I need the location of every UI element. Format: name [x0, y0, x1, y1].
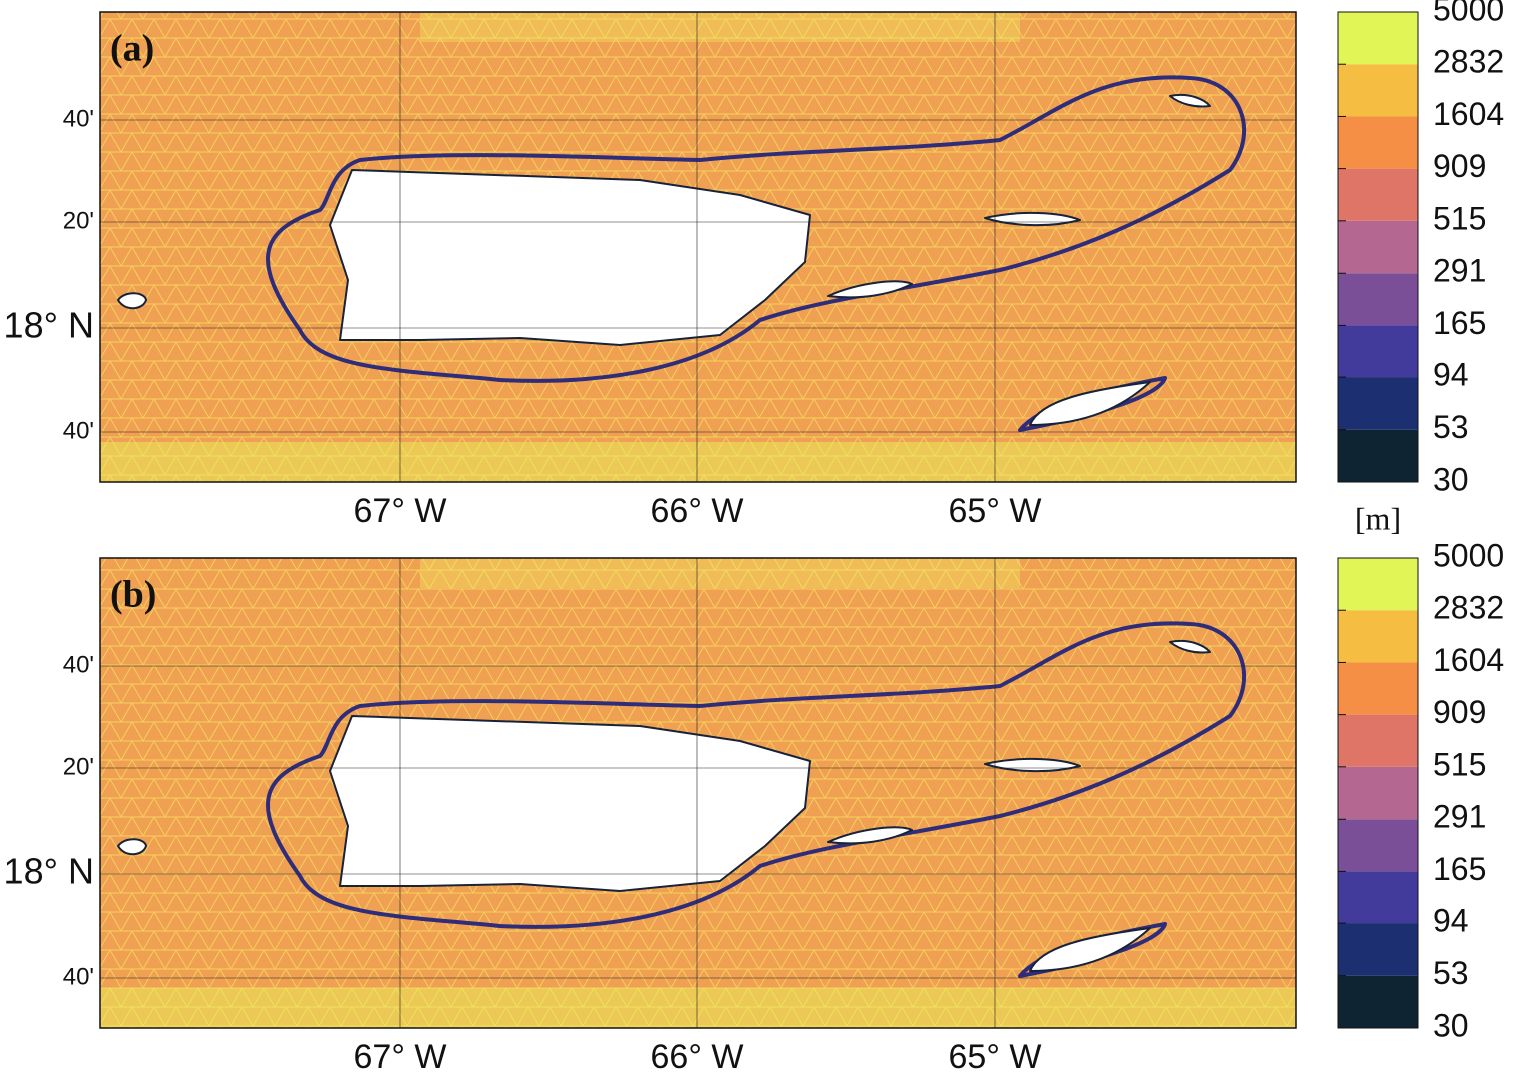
colorbar-label: 1604 [1433, 96, 1504, 132]
latitude-label: 20' [63, 753, 94, 780]
map-panel [99, 11, 1297, 483]
island-mona [117, 292, 147, 310]
colorbar-label: 515 [1433, 746, 1486, 782]
colorbar-unit: [m] [1355, 500, 1401, 536]
colorbar-band [1338, 377, 1418, 430]
map-frame [99, 11, 1297, 483]
island-st-croix [1029, 927, 1151, 972]
latitude-label: 40' [63, 417, 94, 444]
colorbar-label: 291 [1433, 799, 1486, 835]
latitude-label: 18° N [4, 851, 94, 892]
map-panel [99, 557, 1297, 1029]
colorbar-band [1338, 273, 1418, 326]
colorbar-band [1338, 662, 1418, 715]
latitude-label: 20' [63, 207, 94, 234]
colorbar-band [1338, 610, 1418, 663]
longitude-label: 66° W [651, 1038, 744, 1071]
colorbar-label: 909 [1433, 148, 1486, 184]
island-anegada [1169, 640, 1211, 654]
island-vieques [827, 280, 913, 299]
colorbar-label: 515 [1433, 200, 1486, 236]
colorbar-band [1338, 220, 1418, 274]
colorbar-label: 291 [1433, 253, 1486, 289]
latitude-label: 40' [63, 105, 94, 132]
colorbar-label: 2832 [1433, 590, 1504, 626]
colorbar-band [1338, 558, 1418, 611]
colorbar-band [1338, 64, 1418, 117]
latitude-label: 40' [63, 963, 94, 990]
island-puerto-rico [329, 715, 811, 892]
shelf-contour [265, 621, 1247, 929]
colorbar-band [1338, 975, 1418, 1028]
colorbar-label: 909 [1433, 694, 1486, 730]
colorbar-band [1338, 923, 1418, 976]
colorbar-band [1338, 325, 1418, 378]
colorbar-frame [1337, 557, 1419, 1029]
deep-band [420, 558, 1020, 588]
colorbar-band [1338, 766, 1418, 820]
colorbar-label: 94 [1433, 903, 1469, 939]
panel-label: (b) [110, 574, 156, 616]
map-frame [99, 557, 1297, 1029]
shelf-contour [265, 75, 1247, 383]
longitude-label: 65° W [949, 492, 1042, 530]
colorbar-label: 2832 [1433, 44, 1504, 80]
deep-band [100, 988, 1296, 1028]
colorbar-label: 5000 [1433, 0, 1504, 27]
island-mona [117, 838, 147, 856]
colorbar-label: 165 [1433, 851, 1486, 887]
island-puerto-rico [329, 169, 811, 346]
colorbar-band [1338, 12, 1418, 65]
island-anegada [1169, 94, 1211, 108]
latitude-label: 40' [63, 651, 94, 678]
colorbar-label: 1604 [1433, 642, 1504, 678]
colorbar-band [1338, 168, 1418, 221]
colorbar-band [1338, 429, 1418, 482]
island-vieques [827, 826, 913, 845]
colorbar-label: 165 [1433, 305, 1486, 341]
colorbar-label: 5000 [1433, 537, 1504, 573]
colorbar-label: 30 [1433, 461, 1469, 497]
latitude-label: 18° N [4, 305, 94, 346]
colorbar-label: 53 [1433, 409, 1469, 445]
colorbar-label: 30 [1433, 1007, 1469, 1043]
island-st-croix [1029, 381, 1151, 426]
colorbar-band [1338, 819, 1418, 872]
panel-label: (a) [110, 28, 154, 70]
colorbar-label: 94 [1433, 357, 1469, 393]
longitude-label: 67° W [354, 1038, 447, 1071]
longitude-label: 65° W [949, 1038, 1042, 1071]
deep-band [100, 442, 1296, 482]
deep-band [420, 12, 1020, 42]
longitude-label: 66° W [651, 492, 744, 530]
colorbar-band [1338, 871, 1418, 924]
colorbar-band [1338, 714, 1418, 767]
longitude-label: 67° W [354, 492, 447, 530]
colorbar-band [1338, 116, 1418, 169]
colorbar-label: 53 [1433, 955, 1469, 991]
colorbar-frame [1337, 11, 1419, 483]
